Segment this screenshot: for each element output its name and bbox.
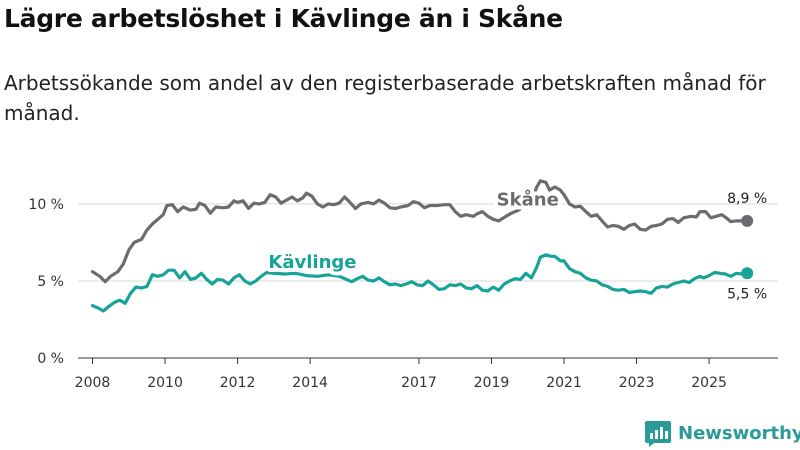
series-end-point-0 [741,214,754,227]
series-end-value-label: 8,9 % [727,191,767,207]
y-tick-label: 0 % [37,351,64,367]
x-tick-label: 2023 [619,375,655,391]
series-line-0 [90,179,749,284]
x-tick-label: 2014 [292,375,328,391]
label-layer: Skåne Kävlinge 8,9 % 5,5 % [264,184,767,302]
series-end-value-label: 5,5 % [727,286,767,302]
series-layer [90,179,754,313]
y-tick-label: 10 % [28,197,64,213]
series-name-label: Kävlinge [268,252,356,273]
axis-layer: 0 % 5 % 10 % 2008 2010 2012 2014 2017 2019 2021 20… [28,197,778,391]
x-tick-label: 2008 [75,375,111,391]
series-name-label: Skåne [497,188,559,210]
x-tick-label: 2019 [474,375,510,391]
x-tick-label: 2021 [546,375,582,391]
brand-name: Newsworthy [678,422,800,444]
newsworthy-logo-icon [645,421,671,447]
x-tick-label: 2017 [401,375,437,391]
brand-logo: Newsworthy [644,419,800,447]
y-tick-label: 5 % [37,274,64,290]
series-end-point-1 [741,267,754,280]
x-tick-label: 2012 [220,375,256,391]
chart-subtitle: Arbetssökande som andel av den registerb… [4,71,766,125]
chart-title: Lägre arbetslöshet i Kävlinge än i Skåne [4,4,563,33]
series-line-1 [90,253,749,313]
grid-layer [78,203,778,282]
x-tick-label: 2010 [147,375,183,391]
x-tick-label: 2025 [691,375,727,391]
